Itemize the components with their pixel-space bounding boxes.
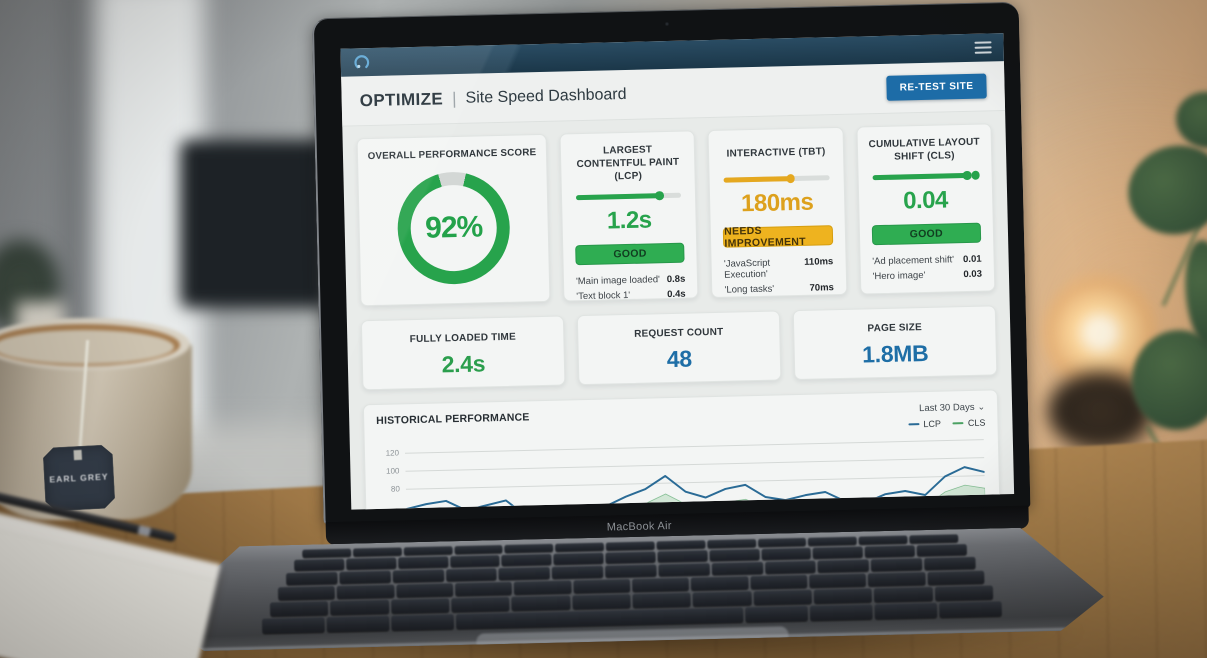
webcam-dot (664, 21, 669, 27)
detail-value: 0.8s (666, 273, 686, 285)
laptop-screen: OPTIMIZE | Site Speed Dashboard RE-TEST … (311, 1, 1031, 525)
detail-value: 110ms (804, 255, 834, 268)
card-title: OVERALL PERFORMANCE SCORE (367, 147, 537, 163)
metric-details: 'Ad placement shift' 0.01 'Hero image' 0.0… (870, 253, 984, 282)
detail-value: 0.4s (667, 288, 686, 301)
detail-label: 'JavaScript Execution' (723, 257, 771, 281)
historical-performance-card: HISTORICAL PERFORMANCE Last 30 Days ⌄ LCP… (362, 389, 1001, 510)
summary-cards-row: FULLY LOADED TIME 2.4s REQUEST COUNT 48 … (360, 305, 998, 391)
card-title: PAGE SIZE (867, 322, 923, 335)
detail-label: 'Main image loaded' (575, 273, 661, 287)
fully-loaded-time-card: FULLY LOADED TIME 2.4s (360, 315, 566, 391)
status-badge: NEEDS IMPROVEMENT (723, 224, 833, 249)
brand-logo-text: OPTIMIZE (359, 88, 444, 110)
score-value: 92% (424, 210, 483, 245)
cls-legend-swatch (952, 421, 964, 425)
lcp-value: 1.2s (606, 205, 652, 234)
legend-item-lcp[interactable]: LCP (908, 419, 941, 430)
chart-plot-area: 120 100 80 (377, 430, 988, 510)
date-range-selector[interactable]: Last 30 Days ⌄ (918, 401, 986, 414)
card-title: FULLY LOADED TIME (409, 331, 517, 346)
detail-value: 0.01 (962, 253, 982, 265)
detail-value: 0.03 (963, 268, 983, 281)
card-title: CUMULATIVE LAYOUT SHIFT (CLS) (868, 136, 980, 163)
header-divider: | (451, 88, 457, 108)
laptop-base (154, 526, 1108, 652)
laptop-trackpad (476, 626, 789, 658)
card-title: LARGEST CONTENTFUL PAINT (LCP) (576, 144, 680, 183)
status-badge: GOOD (575, 242, 685, 265)
status-badge: GOOD (871, 222, 982, 245)
app-nav-bar (340, 33, 1004, 77)
score-donut: 92% (396, 170, 512, 286)
device-brand-label: MacBook Air (606, 519, 672, 534)
cls-card: CUMULATIVE LAYOUT SHIFT (CLS) 0.04 GOOD … (856, 123, 996, 295)
retest-site-button[interactable]: RE-TEST SITE (886, 73, 987, 101)
metric-details: 'JavaScript Execution' 110ms 'Long tasks'… (722, 256, 836, 296)
card-title: INTERACTIVE (TBT) (726, 146, 826, 160)
chart-title: HISTORICAL PERFORMANCE (376, 411, 530, 427)
tbt-progress-bar (723, 174, 830, 183)
lcp-progress-bar (575, 191, 682, 200)
overall-score-card: OVERALL PERFORMANCE SCORE 92% (356, 133, 551, 307)
summary-value: 2.4s (441, 350, 486, 378)
lcp-legend-swatch (908, 422, 920, 426)
page-size-card: PAGE SIZE 1.8MB (792, 305, 998, 381)
metric-details: 'Main image loaded' 0.8s 'Text block 1' 0.… (574, 273, 688, 302)
tbt-card: INTERACTIVE (TBT) 180ms NEEDS IMPROVEMEN… (707, 126, 848, 299)
cls-value: 0.04 (902, 185, 949, 214)
page-title: Site Speed Dashboard (465, 85, 627, 107)
cls-progress-bar (872, 170, 981, 180)
chevron-down-icon: ⌄ (977, 401, 986, 412)
detail-label: 'Text block 1' (576, 289, 631, 303)
background-monitor (180, 140, 328, 308)
summary-value: 48 (666, 345, 693, 373)
summary-value: 1.8MB (861, 339, 929, 368)
detail-label: 'Ad placement shift' (872, 253, 955, 267)
detail-label: 'Hero image' (872, 269, 926, 283)
dashboard-app: OPTIMIZE | Site Speed Dashboard RE-TEST … (340, 33, 1015, 510)
history-chart (404, 439, 987, 510)
gauge-logo-icon[interactable] (353, 53, 371, 71)
hamburger-menu-icon[interactable] (974, 38, 992, 56)
legend-item-cls[interactable]: CLS (952, 418, 986, 429)
detail-value: 70ms (809, 282, 835, 294)
tbt-value: 180ms (740, 188, 814, 217)
laptop-keyboard (280, 534, 982, 633)
dashboard-main: OVERALL PERFORMANCE SCORE 92% LARGEST CO… (342, 111, 1014, 510)
metric-cards-row: OVERALL PERFORMANCE SCORE 92% LARGEST CO… (356, 123, 996, 307)
request-count-card: REQUEST COUNT 48 (576, 310, 782, 386)
lcp-card: LARGEST CONTENTFUL PAINT (LCP) 1.2s GOOD… (559, 130, 699, 302)
tea-mug (0, 318, 194, 523)
detail-label: 'Long tasks' (724, 283, 775, 296)
card-title: REQUEST COUNT (634, 326, 724, 340)
